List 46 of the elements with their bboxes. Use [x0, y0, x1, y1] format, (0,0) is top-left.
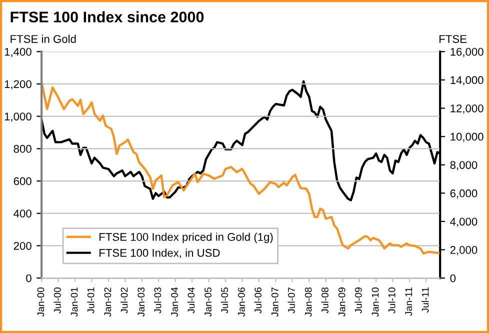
x-tick-label: Jul-08: [321, 288, 328, 314]
y-tick-label: 400: [14, 210, 32, 218]
x-tick-label: Jan-04: [171, 287, 178, 317]
y2-axis-title: FTSE: [440, 35, 467, 43]
y-tick-label: 1,200: [4, 80, 32, 90]
x-tick-label: Jan-11: [405, 288, 412, 316]
x-tick-label: Jan-01: [70, 288, 78, 317]
x-tick-label: Jan-09: [338, 288, 346, 317]
y-tick-label: 600: [14, 177, 32, 186]
x-tick-label: Jul-09: [354, 288, 362, 314]
x-tick-label: Jan-10: [372, 287, 379, 317]
y2-tick-label: 16,000: [450, 48, 484, 58]
y2-tick-label: 0: [450, 274, 456, 282]
x-tick-label: Jan-05: [204, 287, 212, 317]
x-tick-label: Jan-00: [37, 287, 44, 317]
x-tick-label: Jul-05: [220, 287, 228, 314]
x-tick-label: Jan-08: [304, 288, 312, 317]
legend-label: FTSE 100 Index, in USD: [100, 248, 220, 258]
y-tick-label: 1,400: [4, 48, 32, 58]
x-tick-label: Jul-07: [288, 288, 295, 314]
x-tick-label: Jul-01: [87, 288, 94, 314]
chart-title: FTSE 100 Index since 2000: [10, 11, 204, 22]
legend-label: FTSE 100 Index priced in Gold (1g): [100, 232, 273, 244]
x-tick-label: Jan-07: [271, 288, 278, 317]
x-tick-label: Jul-06: [254, 288, 262, 314]
y-tick-label: 1,000: [4, 112, 32, 122]
x-tick-label: Jan-06: [238, 288, 245, 317]
y2-tick-label: 4,000: [450, 218, 478, 227]
y2-tick-label: 2,000: [450, 246, 478, 256]
x-tick-label: Jul-11: [422, 288, 429, 313]
y2-tick-label: 6,000: [450, 189, 478, 199]
x-tick-label: Jul-03: [154, 288, 162, 314]
x-tick-label: Jul-04: [187, 287, 195, 314]
y2-tick-label: 12,000: [450, 104, 484, 114]
x-tick-label: Jul-00: [54, 287, 61, 314]
x-tick-label: Jan-03: [138, 288, 145, 317]
x-tick-label: Jul-10: [388, 287, 396, 314]
y-axis-title: FTSE in Gold: [10, 34, 76, 43]
x-tick-label: Jan-02: [104, 288, 112, 317]
y-tick-label: 800: [14, 144, 32, 153]
y2-tick-label: 10,000: [450, 132, 484, 142]
y2-tick-label: 14,000: [450, 76, 484, 86]
x-tick-label: Jul-02: [120, 288, 128, 314]
y-tick-label: 200: [14, 242, 32, 250]
y-tick-label: 0: [26, 274, 32, 282]
y2-tick-label: 8,000: [450, 161, 478, 170]
